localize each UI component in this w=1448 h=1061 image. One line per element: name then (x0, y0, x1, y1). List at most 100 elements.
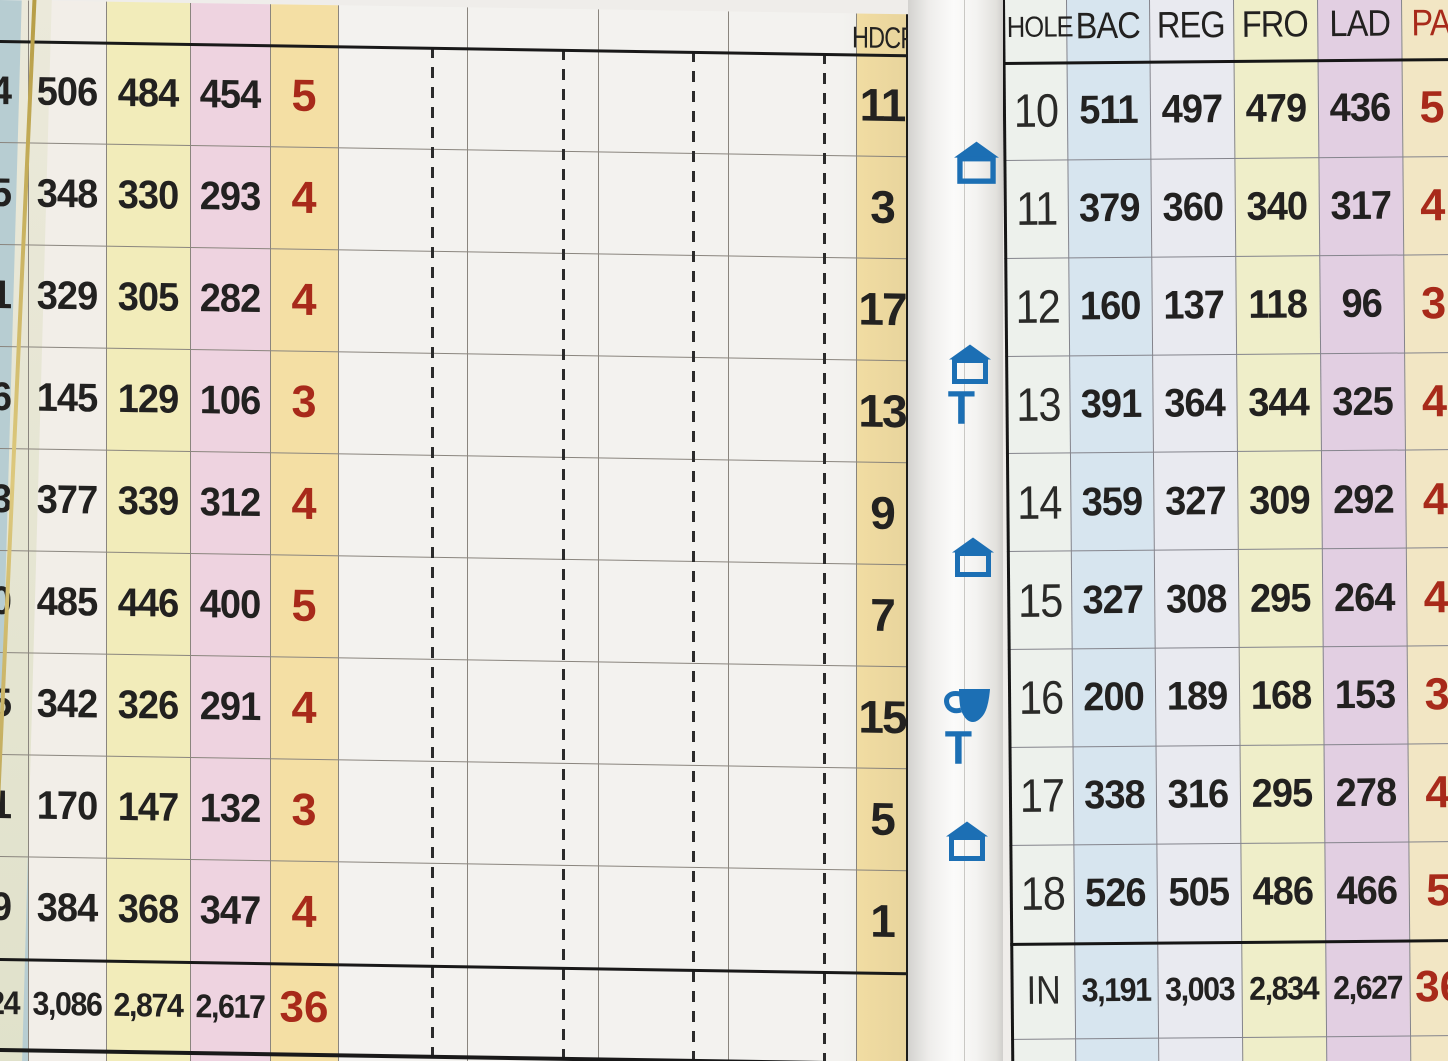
par-value: 3 (291, 783, 317, 835)
fold-crease (964, 0, 965, 1061)
ladies-yardage: 400 (199, 582, 261, 628)
par-value: 4 (291, 681, 317, 733)
left-hole-row: 5 342 326 291 4 15 (0, 652, 908, 768)
back-yardage: 200 (1083, 675, 1145, 720)
right-hole-row: 11 379 360 340 317 4 (1003, 156, 1448, 258)
regular-yardage: 360 (1162, 184, 1224, 230)
right-hole-row: 17 338 316 295 278 4 (1009, 743, 1448, 845)
front-yardage: 479 (1245, 86, 1307, 131)
left-hole-row: 1 170 147 132 3 5 (0, 754, 908, 870)
ladies-yardage: 293 (199, 174, 261, 220)
ladies-yardage: 454 (199, 72, 261, 118)
ladies-total: 2,627 (1332, 968, 1403, 1007)
regular-yardage: 308 (1165, 576, 1227, 622)
hdcp-value: 5 (870, 792, 894, 846)
hdcp-value: 1 (870, 894, 894, 948)
front-yardage: 484 (117, 70, 179, 116)
regular-yardage: 485 (36, 579, 98, 625)
right-hole-row: 12 160 137 118 96 3 (1004, 254, 1448, 356)
ladies-yardage: 106 (199, 378, 261, 424)
ladies-yardage: 317 (1330, 183, 1392, 229)
ladies-yardage: 96 (1341, 281, 1383, 326)
hdcp-total-empty (856, 971, 908, 972)
regular-yardage: 497 (1161, 87, 1223, 132)
right-page-back-nine: HOLE BAC REG FRO LAD PAR 10 511 497 479 436 5… (1002, 0, 1448, 1061)
hdcp-value: 15 (858, 690, 906, 744)
booklet-gutter (908, 0, 1003, 1061)
par-value: 3 (1424, 668, 1448, 720)
ladies-yardage: 312 (199, 480, 261, 526)
regular-yardage: 342 (36, 681, 98, 727)
regular-yardage: 348 (36, 171, 98, 217)
rest-house-icon (951, 536, 995, 584)
front-yardage: 295 (1251, 771, 1313, 817)
left-hole-row: 1 329 305 282 4 17 (0, 244, 908, 360)
front-yardage: 118 (1248, 282, 1308, 327)
regular-yardage: 327 (1164, 478, 1226, 524)
ladies-yardage: 325 (1332, 379, 1393, 424)
ladies-yardage: 466 (1336, 868, 1398, 914)
right-hole-row: 10 511 497 479 436 5 (1003, 58, 1448, 160)
regular-yardage: 364 (1164, 380, 1225, 426)
back-yardage: 526 (1084, 870, 1146, 916)
tee-marker-letter: T (944, 721, 973, 774)
front-yardage: 446 (117, 580, 179, 626)
front-yardage: 344 (1248, 380, 1309, 425)
regular-total: 3,086 (32, 984, 102, 1023)
ladies-yardage: 153 (1334, 672, 1396, 718)
par-value: 4 (1421, 374, 1448, 427)
hole-number: 18 (1020, 866, 1066, 921)
right-in-totals-row: IN 3,191 3,003 2,834 2,627 36 (1010, 939, 1448, 1039)
right-hole-row: 14 359 327 309 292 4 (1006, 449, 1448, 551)
back-yardage: 338 (1083, 773, 1145, 818)
par-value: 4 (1422, 472, 1448, 524)
front-yardage: 129 (117, 376, 179, 422)
regular-yardage: 377 (36, 477, 98, 523)
tee-marker-letter: T (947, 381, 976, 434)
left-hole-row: 048544640057 (0, 550, 908, 666)
hdcp-header: HDCP (852, 21, 916, 56)
hdcp-value: 9 (870, 486, 894, 540)
right-hole-row: 15 327 308 295 264 4 (1007, 547, 1448, 649)
regular-yardage: 506 (36, 69, 98, 115)
in-label: IN (1026, 968, 1061, 1013)
par-value: 3 (1420, 276, 1447, 329)
ladies-yardage: 347 (199, 888, 261, 934)
back-yardage-partial: 1 (0, 782, 12, 828)
hole-number: 10 (1013, 83, 1059, 137)
ladies-yardage: 291 (199, 684, 261, 730)
hdcp-value: 17 (858, 282, 906, 336)
back-total: 3,191 (1081, 970, 1151, 1009)
front-yardage: 368 (117, 886, 179, 932)
par-total: 36 (1414, 962, 1448, 1012)
back-yardage: 511 (1079, 87, 1138, 133)
left-hole-row: 5 348 330 293 4 3 (0, 142, 908, 258)
front-yardage: 309 (1248, 477, 1310, 523)
par-value: 4 (291, 273, 317, 325)
regular-yardage: 329 (36, 273, 98, 319)
back-yardage: 391 (1080, 381, 1142, 427)
front-yardage: 295 (1249, 575, 1311, 621)
regular-total: 3,003 (1164, 970, 1235, 1008)
par-value: 5 (291, 579, 317, 631)
hole-number: 14 (1017, 475, 1062, 529)
ladies-yardage: 282 (199, 276, 261, 322)
hole-number: 11 (1015, 181, 1058, 235)
front-total: 2,874 (113, 985, 183, 1024)
left-out-totals-row: 24 3,086 2,874 2,617 36 (0, 958, 908, 1061)
left-hole-row: 4 506 484 454 5 11 (0, 40, 908, 156)
hdcp-value: 7 (870, 588, 894, 642)
hdcp-value: 11 (859, 78, 905, 132)
back-yardage: 359 (1081, 479, 1143, 524)
front-yardage: 326 (117, 682, 179, 728)
regular-yardage: 189 (1166, 674, 1228, 719)
right-hole-row: 16 200 189 168 153 3 (1008, 645, 1448, 747)
par-value: 4 (1423, 570, 1448, 622)
ladies-yardage: 292 (1332, 477, 1394, 522)
par-value: 4 (291, 171, 317, 223)
front-total: 2,834 (1248, 969, 1319, 1007)
ladies-yardage: 436 (1329, 85, 1391, 131)
front-header: FRO (1241, 3, 1309, 45)
regular-yardage: 170 (36, 783, 98, 829)
